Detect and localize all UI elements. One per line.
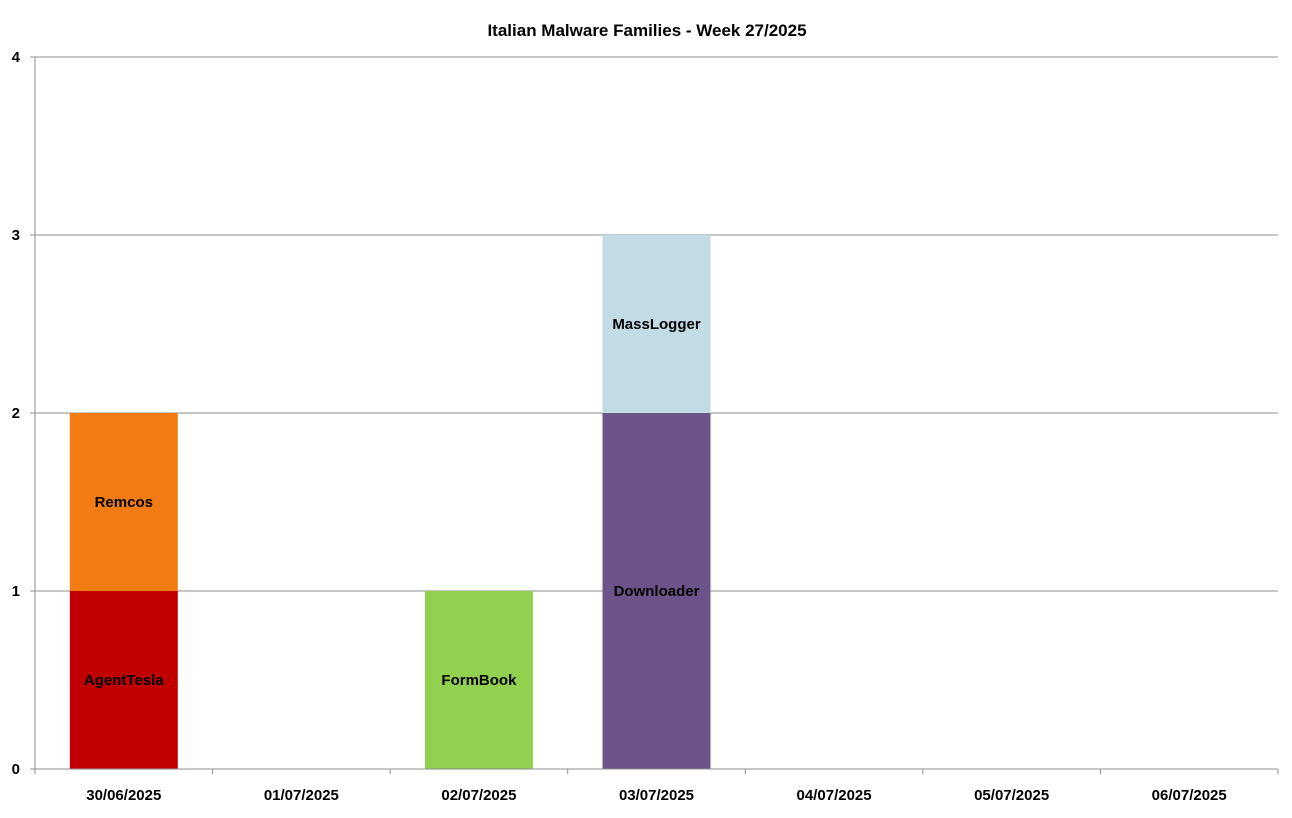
bar-segment-downloader [602, 413, 711, 769]
y-tick-label: 4 [12, 49, 21, 66]
y-tick-label: 1 [12, 583, 20, 600]
y-tick-label: 3 [12, 227, 20, 244]
bar-segment-label: MassLogger [612, 316, 701, 333]
bar-segment-formbook [424, 591, 533, 769]
bar-segment-remcos [69, 413, 178, 591]
bar-segment-label: Remcos [95, 494, 153, 511]
x-tick-label: 04/07/2025 [797, 787, 872, 804]
chart-title: Italian Malware Families - Week 27/2025 [487, 21, 806, 40]
y-tick-label: 0 [12, 761, 20, 778]
bar-segment-label: FormBook [441, 672, 517, 689]
x-tick-label: 05/07/2025 [974, 787, 1049, 804]
bar-segment-masslogger [602, 235, 711, 413]
bars: AgentTesla Remcos FormBook Downloader MassLo… [69, 235, 711, 769]
bar-segment-label: Downloader [614, 583, 700, 600]
x-tick-label: 02/07/2025 [441, 787, 516, 804]
axes [30, 56, 1279, 774]
x-tick-label: 30/06/2025 [86, 787, 161, 804]
y-tick-label: 2 [12, 405, 20, 422]
x-tick-label: 03/07/2025 [619, 787, 694, 804]
bar-segment-label: AgentTesla [84, 672, 164, 689]
x-tick-label: 06/07/2025 [1152, 787, 1227, 804]
x-tick-labels: 30/06/2025 01/07/2025 02/07/2025 03/07/2025… [86, 787, 1227, 804]
x-tick-label: 01/07/2025 [264, 787, 339, 804]
y-tick-labels: 0 1 2 3 4 [12, 49, 21, 778]
bar-segment-agenttesla [69, 591, 178, 769]
